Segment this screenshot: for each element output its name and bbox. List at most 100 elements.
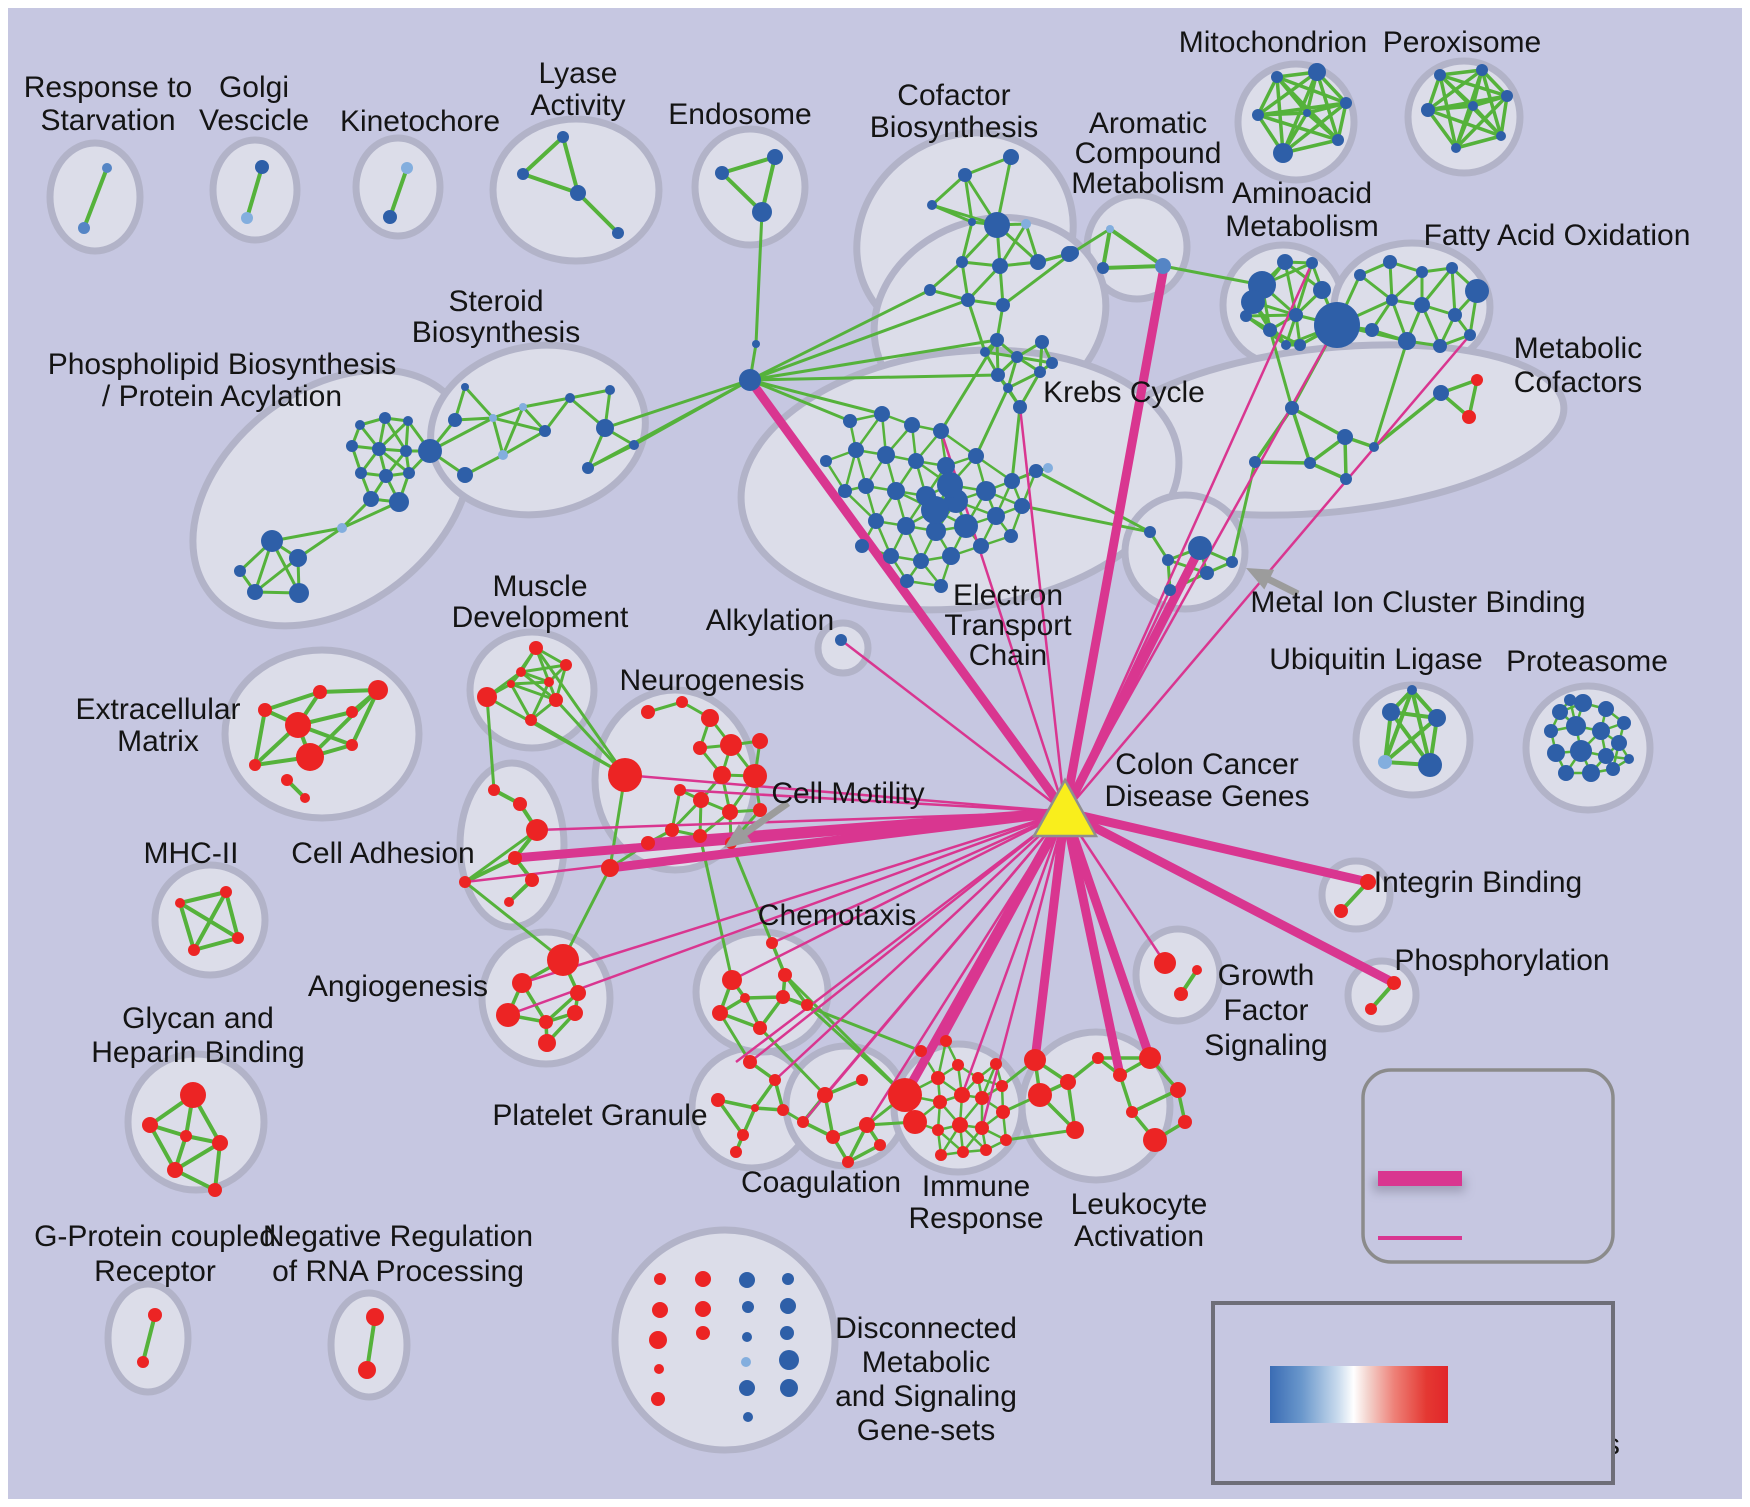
node-phospholipid-biosynthesis-protein-acylation	[355, 420, 365, 430]
node-peroxisome	[1421, 103, 1435, 117]
node-aminoacid-metabolism	[1281, 340, 1291, 350]
green-edge	[748, 298, 970, 382]
node-chemotaxis	[801, 999, 813, 1011]
node-cofactor-biosynthesis	[968, 218, 976, 226]
node-phospholipid-biosynthesis-protein-acylation	[403, 467, 415, 479]
node-peroxisome	[1434, 69, 1446, 81]
node-muscle-development	[477, 687, 497, 707]
label-g-protein-coupled-receptor: G-Protein coupled Receptor	[34, 1220, 276, 1288]
node-electron-transport-chain	[933, 423, 949, 439]
node-coagulation	[797, 1116, 809, 1128]
node-krebs-cycle	[990, 333, 1004, 347]
node-glycan-and-heparin-binding	[167, 1162, 183, 1178]
node-platelet-granule	[769, 1074, 781, 1086]
green-edge-extracellular-matrix	[308, 688, 380, 759]
node-cell-adhesion	[525, 873, 539, 887]
legend-overlap-significance	[1361, 1068, 1615, 1264]
node-ubiquitin-ligase	[1378, 755, 1392, 769]
node-steroid-biosynthesis	[461, 383, 469, 391]
node-disconnected-metabolic-and-signaling-gene-sets	[654, 1364, 664, 1374]
node-leukocyte-activation	[1024, 1049, 1046, 1071]
node-cofactor-biosynthesis	[1021, 219, 1031, 229]
node-cofactor-biosynthesis	[992, 258, 1008, 274]
green-edge-metabolic-cofactors	[1372, 391, 1443, 449]
label-muscle-development: Muscle Development	[452, 570, 629, 634]
green-edge-lyase-activity	[521, 135, 565, 176]
green-edge-steroid-biosynthesis	[521, 396, 572, 409]
overlap-edge-high	[1060, 807, 1125, 1080]
green-edge-phospholipid-biosynthesis-protein-acylation	[253, 556, 300, 594]
green-edge-mitochondrion	[1305, 101, 1348, 115]
node-chemotaxis	[766, 937, 778, 949]
node-disconnected-metabolic-and-signaling-gene-sets	[780, 1298, 796, 1314]
node-mhc-ii	[232, 932, 244, 944]
node-fatty-acid-oxidation	[1383, 255, 1397, 269]
node-krebs-cycle	[1003, 383, 1013, 393]
label-kinetochore: Kinetochore	[340, 105, 500, 138]
green-edge-lyase-activity	[561, 135, 580, 195]
node-angiogenesis	[539, 1015, 553, 1029]
overlap-edge-moderate	[624, 773, 1066, 814]
green-edge-mitochondrion	[1305, 111, 1340, 142]
green-edge-cell-adhesion	[463, 856, 517, 884]
node-chemotaxis	[722, 970, 742, 990]
node-fatty-acid-oxidation	[1365, 323, 1379, 337]
node-phospholipid-biosynthesis-protein-acylation	[400, 445, 412, 457]
node-immune-response	[996, 1105, 1010, 1119]
node-neurogenesis	[693, 829, 707, 843]
node-fatty-acid-oxidation	[1414, 297, 1430, 313]
node-aminoacid-metabolism	[1277, 254, 1293, 270]
cluster-ellipse-glycan-and-heparin-binding	[124, 1050, 268, 1194]
cluster-ellipse-growth-factor-signaling	[1132, 925, 1224, 1025]
node-neurogenesis	[665, 823, 679, 837]
node-cell-adhesion	[504, 897, 514, 907]
green-edge-glycan-and-heparin-binding	[173, 1141, 222, 1172]
node-phospholipid-biosynthesis-protein-acylation	[372, 442, 386, 456]
node-electron-transport-chain	[921, 496, 949, 524]
node-phospholipid-biosynthesis-protein-acylation	[379, 412, 391, 424]
node-chemotaxis	[712, 1005, 728, 1021]
node-angiogenesis	[570, 985, 586, 1001]
green-edge-aromatic-compound-metabolism	[1101, 227, 1112, 270]
green-edge-mitochondrion	[1256, 70, 1319, 117]
green-edge-metabolic-cofactors	[1308, 461, 1348, 481]
node-immune-response	[952, 1059, 964, 1071]
node-electron-transport-chain	[1043, 463, 1053, 473]
overlap-edge-moderate	[980, 811, 1067, 1129]
node-peroxisome	[1476, 64, 1488, 76]
node-steroid-biosynthesis	[489, 414, 497, 422]
node-golgi-vescicle	[241, 212, 253, 224]
node-metabolic-cofactors	[1304, 457, 1316, 469]
node-chemotaxis	[776, 990, 790, 1004]
node-platelet-granule	[777, 1104, 789, 1116]
node-steroid-biosynthesis	[519, 403, 527, 411]
node-electron-transport-chain	[868, 513, 884, 529]
green-edge-endosome	[720, 155, 777, 175]
node-metabolic-cofactors	[1369, 442, 1379, 452]
node-proteasome	[1598, 701, 1614, 717]
green-edge-mhc-ii	[178, 901, 240, 940]
label-aminoacid-metabolism: Aminoacid Metabolism	[1225, 177, 1378, 243]
label-phosphorylation: Phosphorylation	[1394, 944, 1609, 977]
label-lyase-activity: Lyase Activity	[530, 57, 625, 122]
green-edge-coagulation	[846, 1143, 882, 1164]
callout-arrows	[724, 568, 1300, 848]
green-edge-steroid-biosynthesis	[543, 396, 572, 433]
node-proteasome	[1570, 740, 1592, 762]
node-cell-adhesion	[459, 876, 471, 888]
green-edge-cofactor-biosynthesis	[998, 222, 1028, 268]
node-proteasome	[1598, 748, 1614, 764]
node-disconnected-metabolic-and-signaling-gene-sets	[780, 1326, 794, 1340]
node-immune-response	[972, 1072, 984, 1084]
green-edge-extracellular-matrix	[263, 690, 322, 712]
node-lyase-activity	[517, 168, 529, 180]
overlap-edge-high	[1030, 807, 1070, 1065]
green-edge-peroxisome	[1438, 73, 1509, 98]
overlap-edge-high	[1060, 807, 1373, 887]
node-growth-factor-signaling	[1192, 965, 1202, 975]
node-phospholipid-biosynthesis-protein-acylation	[346, 440, 358, 452]
node-endosome	[752, 202, 772, 222]
node-leukocyte-activation	[1178, 1115, 1192, 1129]
node-leukocyte-activation	[1143, 1128, 1167, 1152]
